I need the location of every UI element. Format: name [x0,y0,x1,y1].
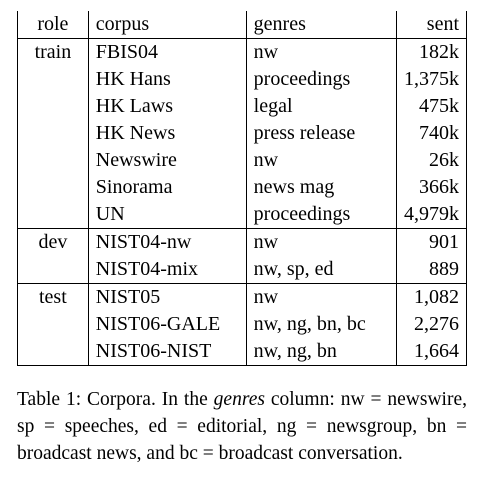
cell-role [17,120,89,147]
table-caption: Table 1: Corpora. In the genres column: … [17,386,467,467]
cell-role [17,147,89,174]
table-row: dev NIST04-nw nw 901 [17,228,467,256]
cell-role [17,201,89,229]
header-row: role corpus genres sent [17,11,467,39]
cell-genres: proceedings [245,201,398,229]
cell-role: dev [17,228,89,256]
table-row: NIST06-NIST nw, ng, bn 1,664 [17,338,467,366]
cell-corpus: Sinorama [87,174,247,201]
group-test: test NIST05 nw 1,082 NIST06-GALE nw, ng, bn, … [17,283,467,366]
cell-sent: 1,375k [396,66,467,93]
caption-suffix: column: nw = newswire, sp = speeches, ed… [17,389,467,464]
caption-prefix: Table 1: Corpora. In the [17,389,214,410]
cell-role [17,338,89,366]
cell-genres: proceedings [245,66,398,93]
cell-genres: nw [245,38,398,66]
cell-corpus: NIST06-GALE [87,311,247,338]
cell-sent: 889 [396,256,467,284]
cell-sent: 475k [396,93,467,120]
cell-role [17,256,89,284]
table-row: Newswire nw 26k [17,147,467,174]
corpora-table: role corpus genres sent train FBIS04 nw 182… [17,11,467,366]
cell-role [17,174,89,201]
cell-genres: nw [245,283,398,311]
cell-corpus: NIST04-nw [87,228,247,256]
cell-corpus: NIST05 [87,283,247,311]
table-row: HK News press release 740k [17,120,467,147]
cell-sent: 901 [396,228,467,256]
cell-role [17,93,89,120]
header-sent: sent [396,11,467,39]
table-row: Sinorama news mag 366k [17,174,467,201]
cell-genres: news mag [245,174,398,201]
cell-corpus: HK Hans [87,66,247,93]
group-dev: dev NIST04-nw nw 901 NIST04-mix nw, sp, ed 889 [17,228,467,284]
cell-sent: 4,979k [396,201,467,229]
table-row: HK Hans proceedings 1,375k [17,66,467,93]
cell-role: test [17,283,89,311]
cell-corpus: Newswire [87,147,247,174]
cell-genres: legal [245,93,398,120]
cell-role: train [17,38,89,66]
cell-sent: 366k [396,174,467,201]
group-train: train FBIS04 nw 182k HK Hans proceedings 1,375… [17,38,467,229]
cell-genres: nw [245,147,398,174]
cell-genres: nw, sp, ed [245,256,398,284]
cell-corpus: FBIS04 [87,38,247,66]
cell-sent: 2,276 [396,311,467,338]
cell-sent: 182k [396,38,467,66]
table-row: HK Laws legal 475k [17,93,467,120]
header-genres: genres [245,11,398,39]
table-row: train FBIS04 nw 182k [17,38,467,66]
cell-role [17,66,89,93]
cell-corpus: NIST04-mix [87,256,247,284]
header-role: role [17,11,89,39]
cell-genres: nw, ng, bn, bc [245,311,398,338]
cell-sent: 1,082 [396,283,467,311]
cell-sent: 1,664 [396,338,467,366]
cell-corpus: HK News [87,120,247,147]
cell-genres: nw, ng, bn [245,338,398,366]
table-row: UN proceedings 4,979k [17,201,467,229]
cell-sent: 26k [396,147,467,174]
cell-corpus: HK Laws [87,93,247,120]
cell-genres: nw [245,228,398,256]
cell-corpus: NIST06-NIST [87,338,247,366]
cell-genres: press release [245,120,398,147]
table-row: NIST04-mix nw, sp, ed 889 [17,256,467,284]
cell-corpus: UN [87,201,247,229]
caption-emphasis: genres [213,389,265,410]
cell-sent: 740k [396,120,467,147]
header-corpus: corpus [87,11,247,39]
cell-role [17,311,89,338]
table-row: test NIST05 nw 1,082 [17,283,467,311]
table-row: NIST06-GALE nw, ng, bn, bc 2,276 [17,311,467,338]
